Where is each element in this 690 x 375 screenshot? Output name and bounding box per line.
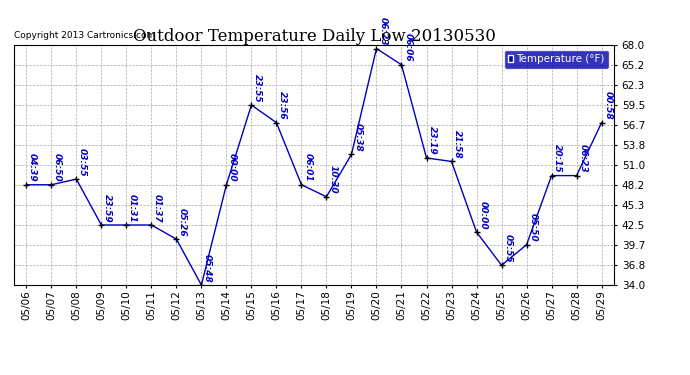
Text: 06:50: 06:50 (53, 153, 62, 182)
Text: 06:23: 06:23 (378, 17, 387, 46)
Text: 10:30: 10:30 (328, 165, 337, 194)
Text: 05:26: 05:26 (178, 208, 187, 236)
Text: 03:55: 03:55 (78, 148, 87, 176)
Text: 23:55: 23:55 (253, 74, 262, 102)
Legend: Temperature (°F): Temperature (°F) (504, 50, 609, 69)
Text: 05:50: 05:50 (529, 213, 538, 242)
Text: 05:48: 05:48 (203, 254, 212, 282)
Text: 01:37: 01:37 (153, 194, 162, 222)
Text: 06:01: 06:01 (303, 153, 312, 182)
Text: 00:00: 00:00 (478, 201, 487, 229)
Text: 05:38: 05:38 (353, 123, 362, 152)
Text: 21:58: 21:58 (453, 130, 462, 159)
Title: Outdoor Temperature Daily Low 20130530: Outdoor Temperature Daily Low 20130530 (132, 28, 495, 45)
Text: 23:19: 23:19 (428, 126, 437, 155)
Text: 00:58: 00:58 (603, 91, 612, 120)
Text: 06:06: 06:06 (403, 33, 412, 62)
Text: Copyright 2013 Cartronics.com: Copyright 2013 Cartronics.com (14, 31, 155, 40)
Text: 06:23: 06:23 (578, 144, 587, 173)
Text: 05:55: 05:55 (503, 234, 512, 262)
Text: 01:31: 01:31 (128, 194, 137, 222)
Text: 04:39: 04:39 (28, 153, 37, 182)
Text: 23:56: 23:56 (278, 91, 287, 120)
Text: 23:59: 23:59 (103, 194, 112, 222)
Text: 00:00: 00:00 (228, 153, 237, 182)
Text: 20:15: 20:15 (553, 144, 562, 173)
